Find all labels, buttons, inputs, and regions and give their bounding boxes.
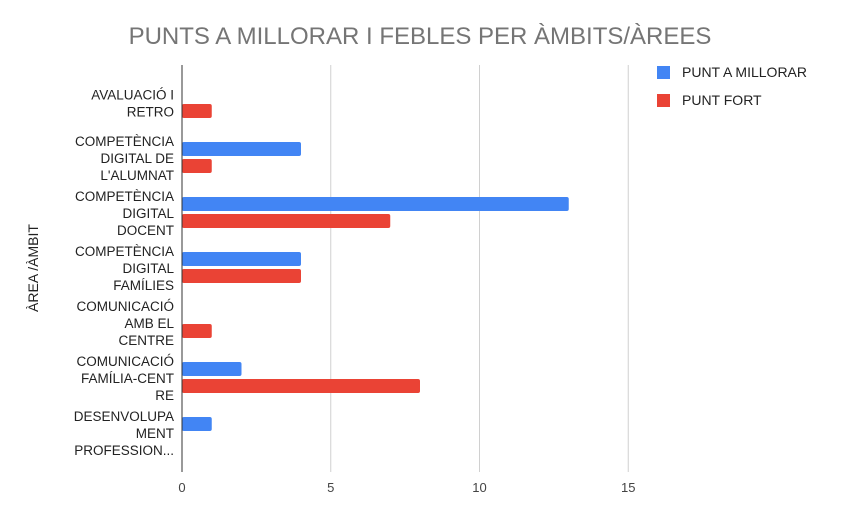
category-label: COMPETÈNCIA DIGITAL DOCENT — [75, 189, 175, 238]
x-tick-label: 0 — [178, 480, 185, 495]
category-label: COMPETÈNCIA DIGITAL DE L'ALUMNAT — [75, 134, 174, 183]
legend-label: PUNT A MILLORAR — [682, 64, 807, 80]
bar-punt-fort — [182, 214, 391, 228]
bar-punt-fort — [182, 104, 212, 118]
legend-swatch — [657, 66, 670, 79]
bar-punt-a-millorar — [182, 417, 212, 431]
bar-punt-a-millorar — [182, 362, 242, 376]
bar-punt-a-millorar — [182, 142, 301, 156]
bar-punt-a-millorar — [182, 252, 301, 266]
chart-title: PUNTS A MILLORAR I FEBLES PER ÀMBITS/ÀRE… — [129, 23, 712, 50]
category-label: COMUNICACIÓ FAMÍLIA-CENT RE — [77, 354, 175, 403]
x-tick-label: 15 — [621, 480, 635, 495]
x-tick-label: 10 — [472, 480, 486, 495]
category-label: COMPETÈNCIA DIGITAL FAMÍLIES — [75, 244, 175, 293]
y-axis-label: ÀREA /ÀMBIT — [25, 224, 41, 312]
legend-label: PUNT FORT — [682, 92, 762, 108]
category-label: COMUNICACIÓ AMB EL CENTRE — [77, 299, 175, 348]
bar-punt-fort — [182, 159, 212, 173]
x-tick-label: 5 — [327, 480, 334, 495]
legend-swatch — [657, 94, 670, 107]
bar-punt-fort — [182, 269, 301, 283]
category-label: DESENVOLUPA MENT PROFESSION... — [74, 409, 174, 458]
category-label: AVALUACIÓ I RETRO — [91, 88, 174, 120]
bar-punt-a-millorar — [182, 197, 569, 211]
bar-punt-fort — [182, 324, 212, 338]
bar-punt-fort — [182, 379, 420, 393]
